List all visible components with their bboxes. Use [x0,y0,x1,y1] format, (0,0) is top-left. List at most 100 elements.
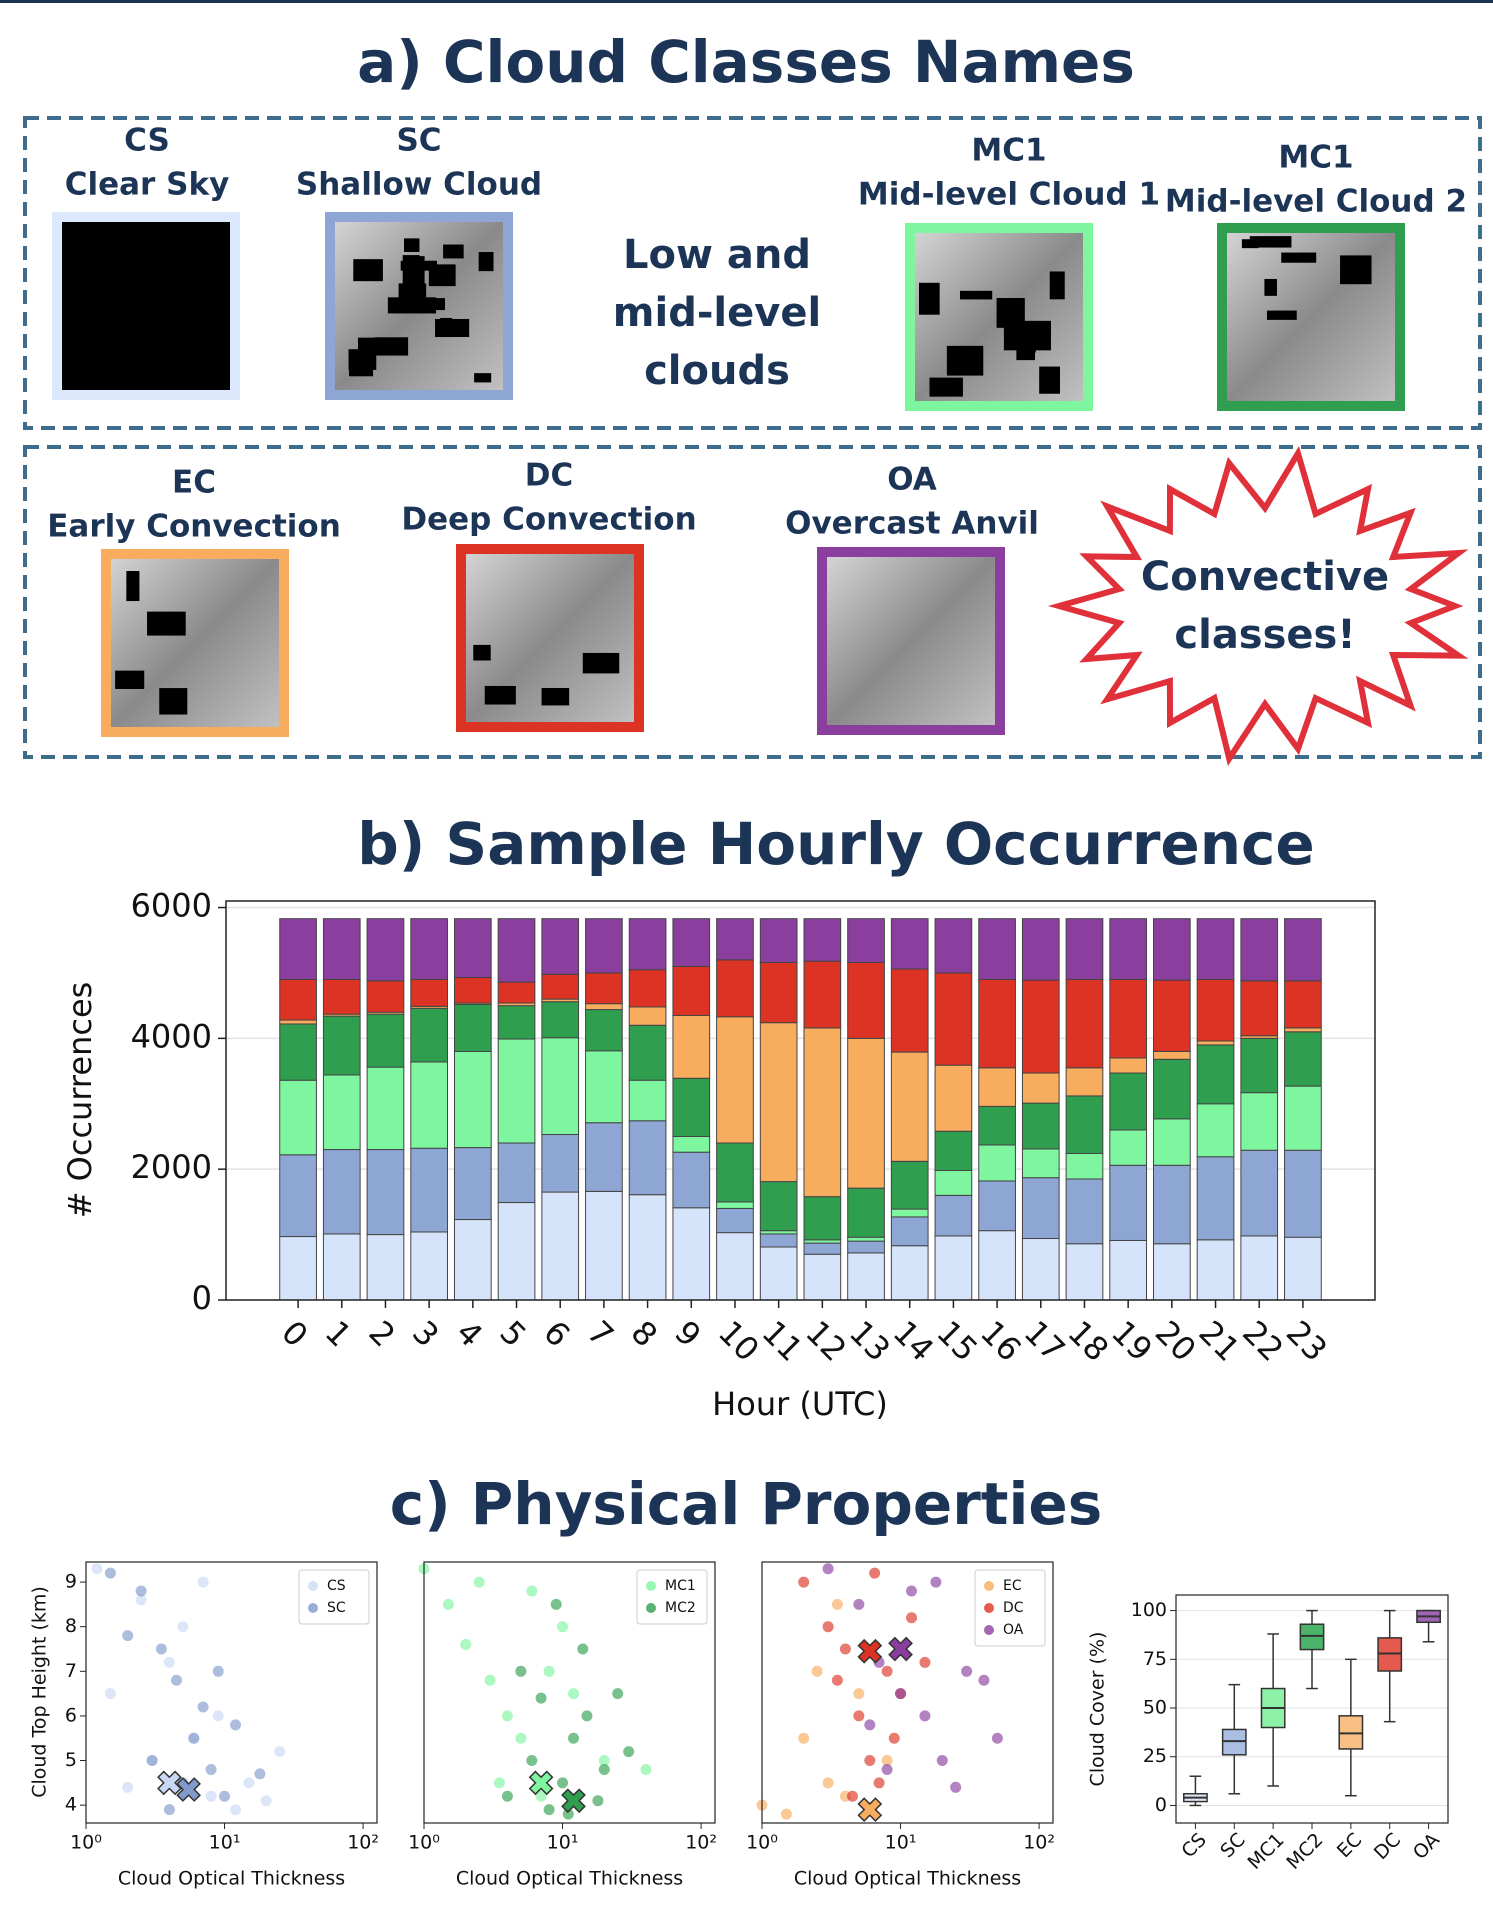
x-tick-label: 3 [405,1313,446,1354]
x-tick-label: 4 [449,1313,490,1354]
thumbnail-patch [542,688,570,705]
bar-segment [1241,1038,1278,1092]
scatter-point [460,1639,471,1650]
bar-segment [454,1004,491,1051]
y-tick-label: 50 [1143,1697,1167,1719]
bar-segment [979,979,1016,1067]
thumbnail-patch [1267,311,1297,320]
bar-segment [891,1052,928,1161]
bar-segment [280,1024,317,1080]
legend-swatch [308,1603,318,1613]
x-tick-label: EC [1333,1829,1366,1862]
bar-segment [323,979,360,1014]
bar-segment [542,1002,579,1038]
x-tick-label: 10⁰ [70,1832,102,1854]
bar-segment [1022,1103,1059,1149]
bar-segment [280,1237,317,1300]
y-tick-label: 5 [65,1749,77,1771]
bar-segment [280,979,317,1020]
scatter-point [919,1710,930,1721]
bar-segment [586,1123,623,1192]
bar-segment [1285,1028,1322,1032]
scatter-point [105,1568,116,1579]
bar-segment [804,919,841,962]
scatter-point [156,1644,167,1655]
bar-segment [804,1028,841,1197]
bar-segment [629,1121,666,1195]
bar-segment [935,1170,972,1195]
bar-segment [673,1015,710,1078]
x-tick-label: MC2 [1282,1829,1327,1874]
scatter-point [992,1733,1003,1744]
bar-segment [1197,919,1234,980]
bar-segment [979,1106,1016,1145]
bar-segment [935,1195,972,1236]
scatter-point [978,1675,989,1686]
x-tick-label: 9 [667,1313,708,1354]
bar-segment [717,960,754,1017]
x-tick-label: DC [1370,1829,1405,1864]
bar-segment [891,1161,928,1209]
scatter-point [864,1719,875,1730]
scatter-point [177,1621,188,1632]
thumbnail-patch [1264,279,1277,296]
scatter-point [906,1612,917,1623]
bar-segment [1197,1104,1234,1157]
bar-segment [411,1062,448,1148]
bar-segment [979,1145,1016,1181]
bar-segment [673,1208,710,1300]
bar-segment [1241,1236,1278,1300]
bar-segment [979,1068,1016,1107]
top-rule [0,0,1493,3]
scatter-point [623,1746,634,1757]
y-axis-label: Cloud Top Height (km) [29,1586,51,1798]
y-tick-label: 4 [65,1794,77,1816]
bar-segment [1285,1150,1322,1237]
legend-swatch [984,1581,994,1591]
panel-title: b) Sample Hourly Occurrence [357,810,1315,878]
scatter-point [823,1621,834,1632]
thumbnail-patch [947,346,983,376]
thumbnail [822,552,1000,730]
scatter-point [261,1795,272,1806]
bar-segment [1154,1244,1191,1300]
y-tick-label: 8 [65,1615,77,1637]
legend-label: DC [1003,1600,1024,1616]
bar-segment [1022,1073,1059,1103]
scatter-point [91,1563,102,1574]
bar-segment [542,1192,579,1300]
thumbnail-patch [1281,253,1316,263]
x-tick-label: 7 [580,1313,621,1354]
class-code: EC [172,465,216,501]
bar-segment [1022,919,1059,980]
bar-segment [760,1234,797,1247]
thumbnail-patch [583,653,619,673]
scatter-point [823,1563,834,1574]
bar-segment [367,1014,404,1067]
bar-segment [1154,1165,1191,1243]
bar-segment [323,1075,360,1150]
scatter-point [515,1733,526,1744]
bar-segment [979,1231,1016,1300]
thumbnail-patch [1050,271,1065,299]
scatter-point [557,1621,568,1632]
bar-segment [1285,1086,1322,1150]
x-tick-label: 10⁰ [746,1832,778,1854]
bar-segment [848,1237,885,1241]
bar-segment [760,919,797,963]
scatter-point [823,1777,834,1788]
bar-segment [411,979,448,1006]
bar-segment [1110,1073,1147,1130]
thumbnail-patch [1039,367,1060,394]
bar-segment [1241,1093,1278,1151]
scatter-point [551,1599,562,1610]
scatter-point [198,1577,209,1588]
bar-segment [673,1078,710,1136]
class-name: Early Convection [47,509,341,545]
thumbnail [57,217,235,395]
scatter-point [889,1733,900,1744]
legend-label: SC [327,1600,346,1616]
bar-segment [454,1051,491,1147]
panel-title: c) Physical Properties [390,1470,1103,1538]
bar-segment [367,1150,404,1235]
